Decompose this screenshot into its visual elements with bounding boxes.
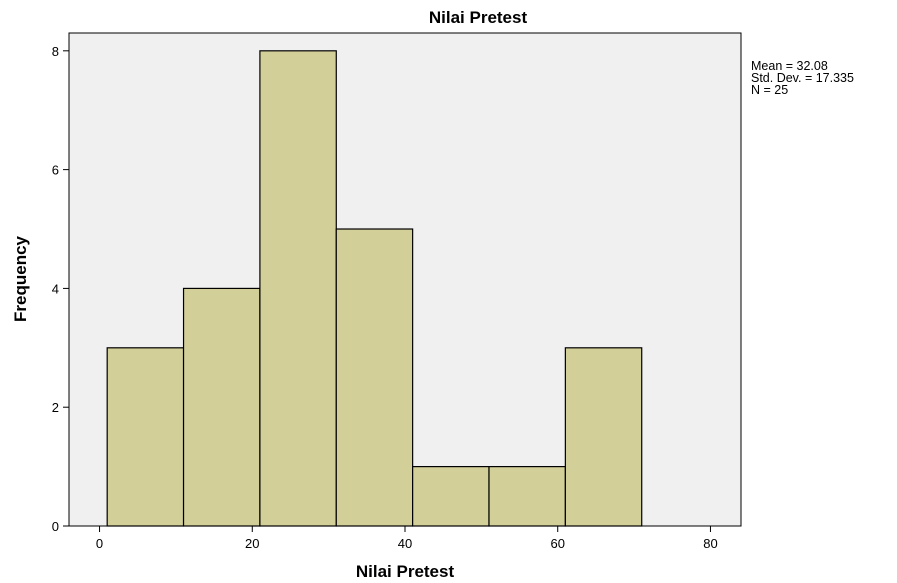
y-tick-label: 0 [52,519,59,534]
bars-group [106,50,643,527]
y-tick-label: 4 [52,281,59,296]
histogram-bar-1 [182,287,261,527]
chart-title: Nilai Pretest [429,8,528,27]
histogram-bar-6 [564,347,643,527]
x-tick-label: 0 [96,536,103,551]
x-tick-label: 80 [703,536,717,551]
stats-mean: Mean = 32.08 [751,59,828,73]
stats-n: N = 25 [751,83,788,97]
y-tick-label: 8 [52,44,59,59]
histogram-bar-3 [335,228,414,527]
y-tick-label: 2 [52,400,59,415]
histogram-bar-5 [488,466,566,527]
histogram-bar-0 [106,347,185,527]
x-axis: 0 20 40 60 80 [96,526,718,551]
x-tick-label: 20 [245,536,259,551]
x-tick-label: 40 [398,536,412,551]
y-axis-title: Frequency [11,235,30,322]
x-tick-label: 60 [550,536,564,551]
histogram-bar-4 [412,466,490,527]
y-tick-label: 6 [52,163,59,178]
x-axis-title: Nilai Pretest [356,562,455,581]
stats-legend: Mean = 32.08 Std. Dev. = 17.335 N = 25 [751,59,854,97]
stats-std-dev: Std. Dev. = 17.335 [751,71,854,85]
y-axis: 0 2 4 6 8 [52,44,69,534]
histogram-bar-2 [259,50,337,527]
